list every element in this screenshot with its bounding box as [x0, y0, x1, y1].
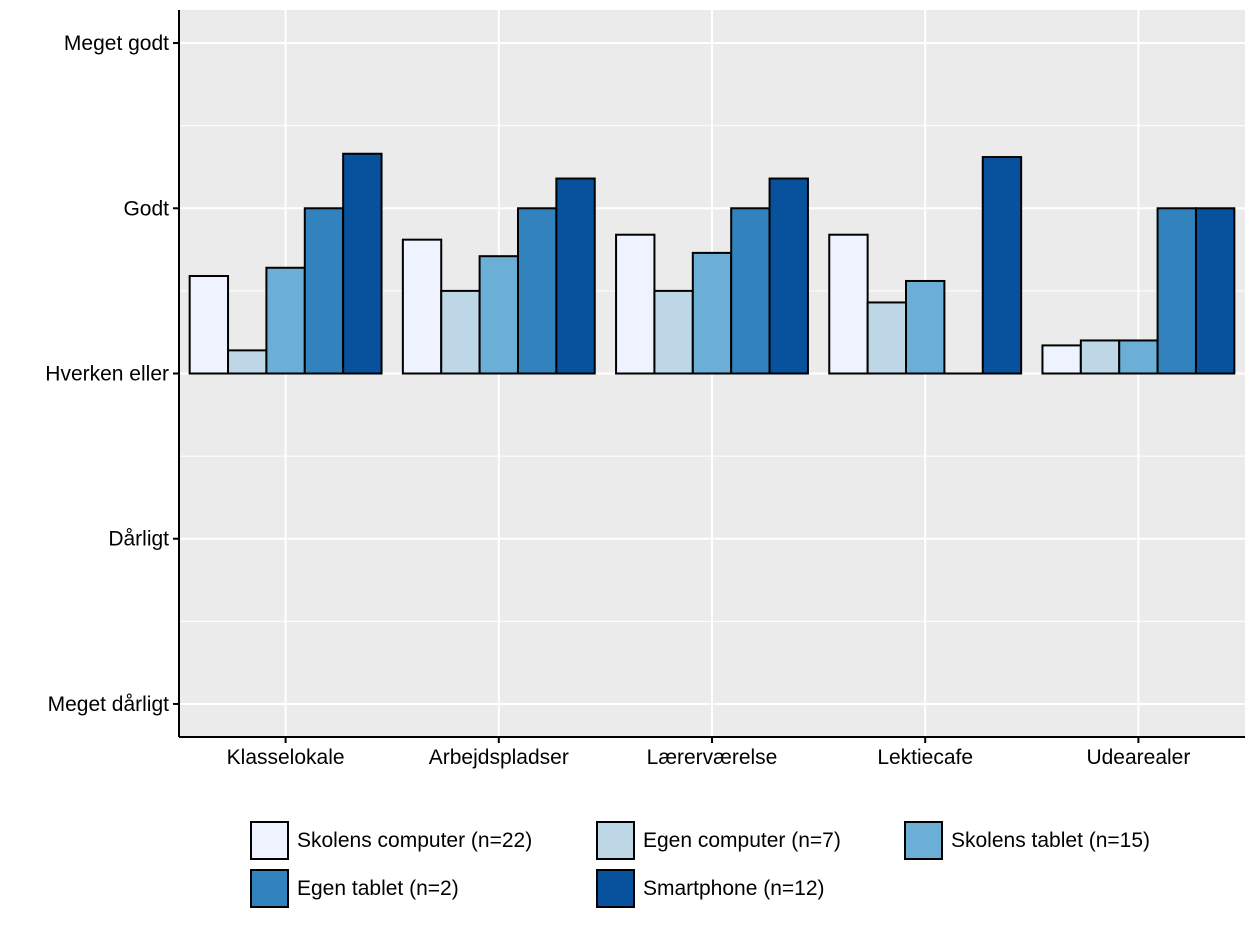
bar	[981, 156, 1023, 375]
bar	[342, 152, 383, 375]
y-tick-label: Meget godt	[64, 32, 169, 55]
bar	[401, 238, 443, 375]
legend-label: Smartphone (n=12)	[643, 877, 825, 900]
x-tick-label: Lektiecafe	[877, 746, 973, 769]
legend-label: Egen computer (n=7)	[643, 829, 841, 852]
bar	[905, 279, 946, 375]
bar	[478, 255, 519, 375]
bar	[828, 233, 869, 375]
bars-layer	[188, 152, 1236, 375]
bar	[653, 289, 694, 375]
bar	[188, 275, 230, 375]
bar	[555, 177, 596, 375]
y-tick-label: Godt	[123, 197, 169, 220]
y-tick-label: Hverken eller	[45, 363, 169, 386]
legend: Skolens computer (n=22) Egen computer (n=…	[250, 821, 1150, 908]
x-tick-label: Arbejdspladser	[429, 746, 569, 769]
legend-swatch	[250, 869, 289, 908]
bar	[440, 289, 481, 375]
bar	[516, 207, 558, 375]
bar	[866, 301, 908, 375]
legend-swatch	[596, 821, 635, 860]
x-tick-label: Udearealer	[1086, 746, 1190, 769]
legend-label: Skolens computer (n=22)	[297, 829, 532, 852]
bar	[768, 177, 809, 375]
y-axis: Meget dårligt Dårligt Hverken eller Godt Meg…	[45, 32, 179, 716]
bar	[265, 266, 306, 375]
x-tick-label: Lærerværelse	[647, 746, 778, 769]
legend-label: Skolens tablet (n=15)	[951, 829, 1150, 852]
x-axis: Klasselokale Arbejdspladser Lærerværelse Le…	[227, 737, 1190, 769]
bar	[1118, 339, 1159, 375]
bar	[1156, 207, 1197, 375]
bar	[1194, 207, 1236, 375]
bar	[227, 349, 268, 375]
bar	[1079, 339, 1121, 375]
bar	[1041, 344, 1082, 375]
x-tick-label: Klasselokale	[227, 746, 345, 769]
legend-label: Egen tablet (n=2)	[297, 877, 459, 900]
y-tick-label: Dårligt	[108, 528, 169, 551]
legend-swatch	[596, 869, 635, 908]
y-tick-label: Meget dårligt	[48, 693, 170, 716]
bar	[303, 207, 345, 375]
legend-swatch	[904, 821, 943, 860]
bar	[730, 207, 771, 375]
bar	[691, 251, 733, 375]
bar	[615, 233, 656, 375]
legend-swatch	[250, 821, 289, 860]
